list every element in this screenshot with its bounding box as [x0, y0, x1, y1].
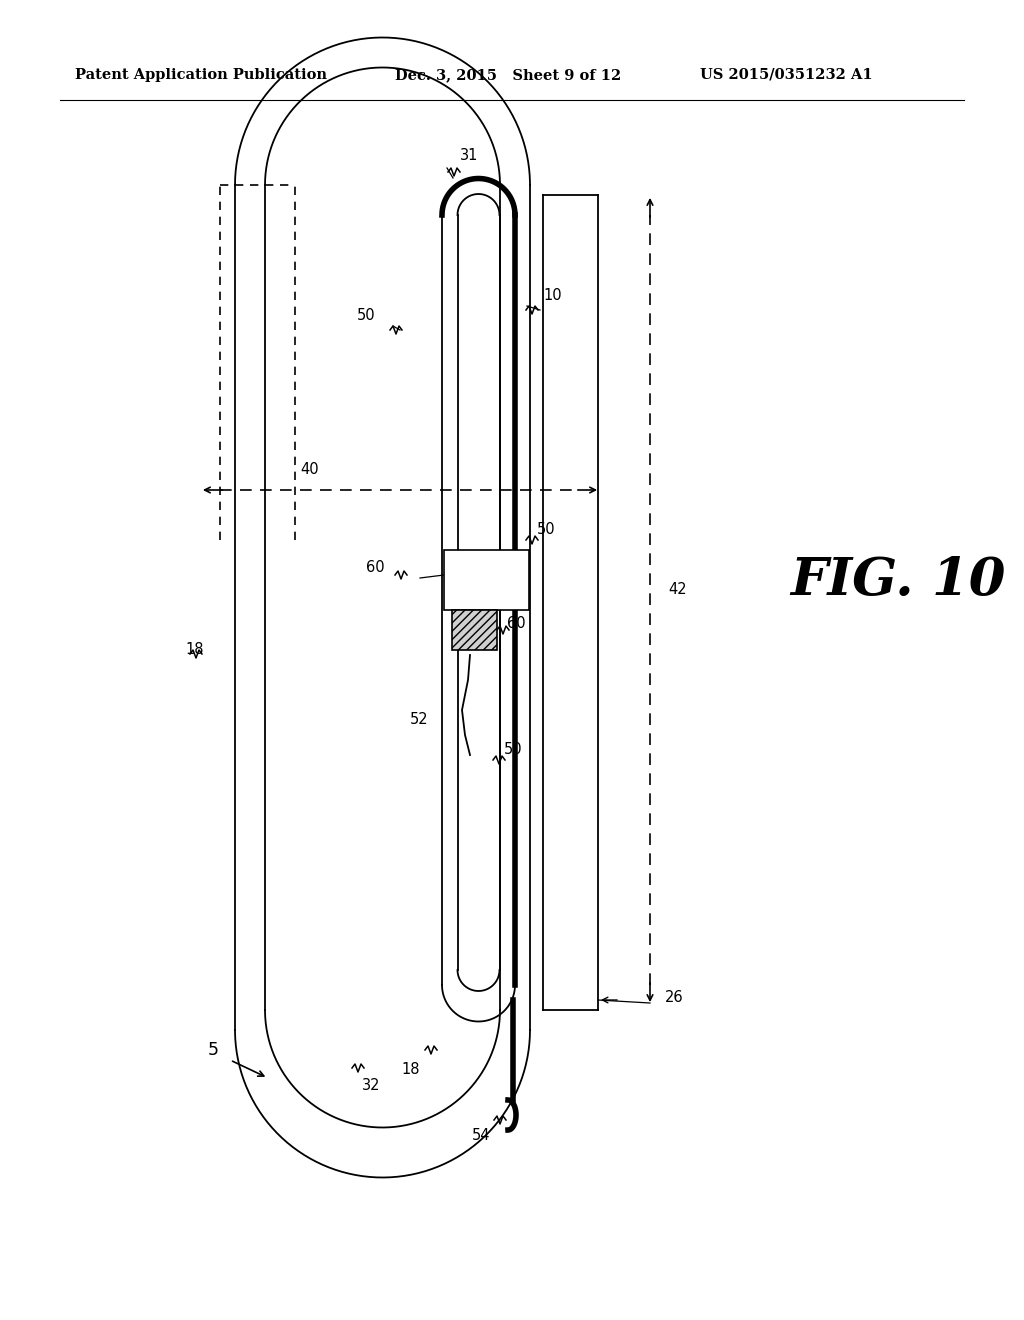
Text: 50: 50: [537, 523, 556, 537]
Text: Dec. 3, 2015   Sheet 9 of 12: Dec. 3, 2015 Sheet 9 of 12: [395, 69, 622, 82]
Bar: [452, 610, 497, 649]
Text: 5: 5: [208, 1041, 218, 1059]
Text: 31: 31: [460, 148, 478, 162]
Text: 50: 50: [504, 742, 522, 758]
Text: 18: 18: [185, 643, 204, 657]
Text: 50: 50: [356, 308, 375, 322]
Text: FIG. 10: FIG. 10: [790, 554, 1006, 606]
Text: 60: 60: [507, 615, 525, 631]
Text: 52: 52: [410, 713, 428, 727]
Text: 40: 40: [301, 462, 319, 478]
Text: 18: 18: [401, 1063, 420, 1077]
Text: 10: 10: [543, 288, 561, 302]
Text: Patent Application Publication: Patent Application Publication: [75, 69, 327, 82]
Text: 26: 26: [665, 990, 684, 1006]
Text: US 2015/0351232 A1: US 2015/0351232 A1: [700, 69, 872, 82]
Text: 42: 42: [668, 582, 687, 598]
Text: 54: 54: [471, 1127, 490, 1143]
Text: 60: 60: [367, 561, 385, 576]
Bar: [444, 550, 529, 610]
Text: 32: 32: [362, 1077, 381, 1093]
